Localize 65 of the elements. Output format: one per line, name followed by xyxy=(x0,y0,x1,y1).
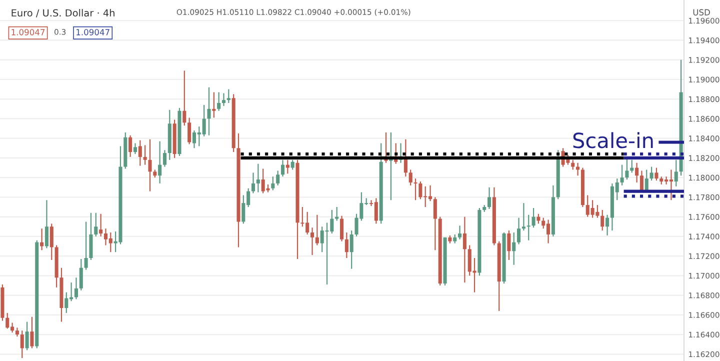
candlestick xyxy=(226,88,230,104)
candlestick xyxy=(158,140,162,184)
ref-line-label: Scale-in xyxy=(573,132,653,148)
candlestick xyxy=(50,223,54,261)
candlestick xyxy=(414,178,418,201)
candlestick xyxy=(630,159,634,174)
candlestick xyxy=(99,213,103,237)
candlestick xyxy=(148,138,152,192)
candlestick xyxy=(340,215,344,242)
candlestick xyxy=(512,232,516,266)
candlestick xyxy=(89,212,93,261)
candlestick xyxy=(133,142,137,155)
candlestick xyxy=(315,214,319,246)
candlestick xyxy=(600,209,604,232)
candlestick xyxy=(404,138,408,178)
candlestick xyxy=(507,230,511,261)
candlestick xyxy=(517,217,521,245)
candlestick xyxy=(462,216,466,284)
candlestick xyxy=(625,158,629,180)
candlestick xyxy=(79,258,83,291)
candlestick xyxy=(344,232,348,259)
candlestick xyxy=(251,172,256,194)
candlestick xyxy=(162,150,166,168)
candlestick xyxy=(222,92,226,106)
candlestick xyxy=(128,134,132,158)
candlestick xyxy=(280,159,285,178)
candlestick xyxy=(408,169,412,186)
candlestick xyxy=(310,227,314,256)
candlestick xyxy=(20,330,24,359)
candlestick xyxy=(256,163,260,193)
candlestick xyxy=(138,140,142,166)
candlestick xyxy=(182,70,186,126)
candlestick xyxy=(44,200,48,249)
candlestick xyxy=(30,316,34,349)
candlestick xyxy=(526,214,530,241)
candlestick xyxy=(458,225,462,240)
candlestick xyxy=(276,170,280,186)
candlestick xyxy=(654,167,658,182)
candlestick xyxy=(25,321,29,351)
candlestick xyxy=(143,144,147,166)
annotation: 1.09047 xyxy=(76,29,110,36)
candlestick xyxy=(650,166,654,182)
candlestick xyxy=(433,196,437,251)
candlestick xyxy=(94,212,98,237)
candlestick xyxy=(207,86,211,136)
candlestick xyxy=(188,117,192,145)
candlestick xyxy=(571,159,575,170)
candlestick xyxy=(606,214,610,236)
candlestick xyxy=(217,92,221,112)
candlestick xyxy=(74,277,78,300)
candlestick xyxy=(620,164,624,186)
text: USD xyxy=(693,9,710,16)
candlestick xyxy=(635,162,639,184)
candlestick xyxy=(84,221,88,270)
candlestick xyxy=(212,92,216,118)
candlestick xyxy=(335,206,339,222)
annotation: 1.09047 xyxy=(12,29,45,36)
annotation: Euro / U.S. Dollar · 4h xyxy=(12,9,114,18)
candlestick xyxy=(674,159,678,187)
candlestick xyxy=(350,230,354,270)
candlestick xyxy=(488,186,492,210)
candlestick xyxy=(522,202,526,232)
candlestick xyxy=(271,176,275,191)
candlestick xyxy=(532,207,536,228)
candlestick xyxy=(290,159,294,170)
